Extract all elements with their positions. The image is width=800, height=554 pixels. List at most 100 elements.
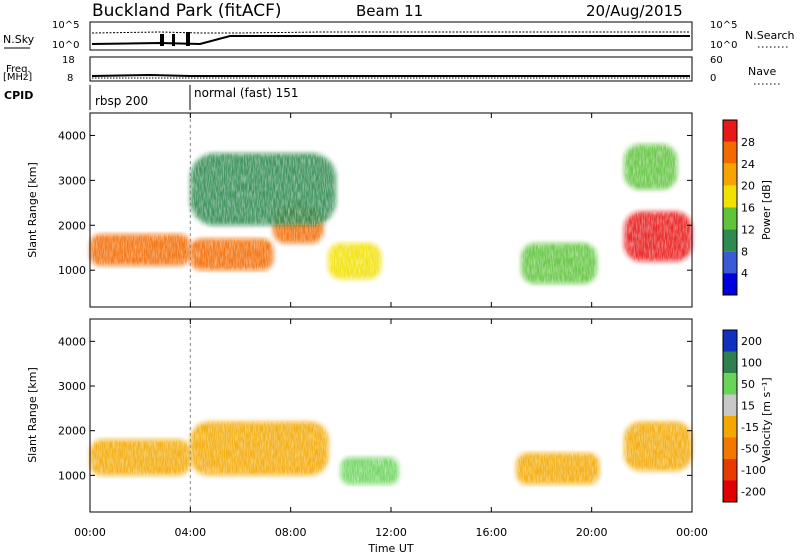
freq-tick-top: 18: [62, 55, 75, 66]
velocity-colorbar-label: Velocity [m s⁻¹]: [760, 377, 773, 462]
colorbar-tick-label: 15: [741, 399, 755, 412]
status-left-label: N.Sky: [3, 33, 35, 46]
frequency-trace: [91, 73, 690, 77]
n-sky-spike: [172, 34, 175, 46]
echo-region-texture: [90, 234, 191, 266]
x-tick-label: 00:00: [676, 526, 708, 539]
echo-region-texture: [340, 457, 399, 485]
colorbar-swatch: [723, 437, 737, 459]
station-title: Buckland Park (fitACF): [92, 1, 282, 21]
freq-unit: [MHz]: [3, 72, 32, 83]
colorbar-tick-label: -200: [741, 485, 766, 498]
ground-scatter-band: [90, 295, 692, 306]
cpid-mode-1: rbsp 200: [95, 94, 148, 108]
colorbar-tick-label: 28: [741, 136, 755, 149]
colorbar-tick-label: -15: [741, 421, 759, 434]
x-tick-label: 04:00: [174, 526, 206, 539]
status-right-tick-top: 10^5: [710, 20, 737, 31]
n-sky-spike: [160, 34, 164, 46]
status-left-tick-bottom: 10^0: [52, 40, 79, 51]
freq-tick-bottom: 8: [67, 73, 73, 84]
beam-label: Beam 11: [356, 2, 423, 20]
echo-region-texture: [516, 453, 600, 485]
colorbar-swatch: [723, 480, 737, 502]
velocity-ylabel: Slant Range [km]: [26, 367, 39, 463]
colorbar-swatch: [723, 141, 737, 164]
status-right-label: N.Search: [745, 29, 795, 42]
y-tick-label: 2000: [58, 425, 86, 438]
colorbar-swatch: [723, 120, 737, 142]
power-y-axis: 1000 2000 3000 4000: [58, 129, 692, 277]
status-right-tick-bottom: 10^0: [710, 40, 737, 51]
echo-region-texture: [624, 211, 692, 262]
y-tick-label: 3000: [58, 380, 86, 393]
power-panel: Slant Range [km] 1000 2000 3000 4000: [26, 112, 693, 308]
colorbar-tick-label: 200: [741, 335, 762, 348]
x-axis-label: Time UT: [367, 542, 413, 554]
freq-label: Freq.: [6, 64, 31, 75]
colorbar-swatch: [723, 459, 737, 481]
n-sky-trace: [91, 35, 690, 46]
colorbar-tick-label: 16: [741, 202, 755, 215]
y-tick-label: 4000: [58, 335, 86, 348]
y-tick-label: 2000: [58, 219, 86, 232]
colorbar-swatch: [723, 373, 737, 395]
x-tick-label: 00:00: [74, 526, 106, 539]
colorbar-tick-label: 100: [741, 356, 762, 369]
power-ylabel: Slant Range [km]: [26, 162, 39, 258]
nave-tick-top: 60: [710, 55, 723, 66]
colorbar-tick-label: 12: [741, 223, 755, 236]
echo-region-texture: [190, 421, 329, 476]
colorbar-swatch: [723, 351, 737, 373]
colorbar-frame: [722, 119, 738, 296]
echo-region-texture: [624, 144, 677, 190]
y-tick-label: 1000: [58, 469, 86, 482]
echo-region-texture: [624, 421, 692, 471]
colorbar-tick-label: 8: [741, 245, 748, 258]
colorbar-swatch: [723, 229, 737, 252]
colorbar-swatch: [723, 251, 737, 274]
echo-region-texture: [190, 238, 274, 271]
y-tick-label: 4000: [58, 129, 86, 142]
colorbar-swatch: [723, 207, 737, 230]
x-tick-label: 08:00: [275, 526, 307, 539]
colorbar-swatch: [723, 394, 737, 416]
y-tick-label: 3000: [58, 174, 86, 187]
colorbar-tick-label: 20: [741, 180, 755, 193]
velocity-plot-area: [90, 319, 692, 512]
cpid-mode-2: normal (fast) 151: [194, 86, 298, 100]
velocity-colorbar: 200 100 50 15 -15 -50 -100 -200: [722, 329, 766, 503]
y-tick-label: 1000: [58, 264, 86, 277]
n-sky-spike: [186, 32, 190, 46]
power-colorbar-label: Power [dB]: [760, 180, 773, 240]
colorbar-swatch: [723, 416, 737, 438]
velocity-panel: Slant Range [km] 1000 2000 3000 4000 00:00 0…: [26, 113, 708, 554]
status-left-tick-top: 10^5: [52, 20, 79, 31]
ground-scatter-band: [90, 500, 692, 511]
status-panel: N.Sky 10^5 10^0 10^5 10^0 N.Search: [3, 20, 795, 51]
colorbar-tick-label: -100: [741, 464, 766, 477]
power-plot-area: [90, 113, 692, 307]
time-axis: 00:00 04:00 08:00 12:00 16:00 20:00 00:00: [74, 113, 708, 539]
colorbar-swatch: [723, 273, 737, 295]
cpid-label: CPID: [4, 89, 33, 102]
colorbar-frame: [722, 329, 738, 503]
colorbar-swatch: [723, 163, 737, 186]
colorbar-swatch: [723, 330, 737, 352]
colorbar-tick-label: 4: [741, 267, 748, 280]
echo-region-texture: [190, 153, 336, 226]
n-search-trace: [91, 31, 690, 34]
nave-label: Nave: [748, 65, 776, 78]
date-label: 20/Aug/2015: [586, 2, 683, 20]
velocity-y-axis: 1000 2000 3000 4000: [58, 335, 692, 482]
power-colorbar: 4 8 12 16 20 24 28: [722, 119, 755, 296]
colorbar-swatch: [723, 185, 737, 208]
x-tick-label: 20:00: [576, 526, 608, 539]
colorbar-tick-label: -50: [741, 442, 759, 455]
nave-tick-bottom: 0: [710, 73, 716, 84]
x-tick-label: 16:00: [475, 526, 507, 539]
echo-region-texture: [521, 243, 597, 284]
cpid-panel: CPID rbsp 200 normal (fast) 151: [4, 85, 298, 110]
echo-region-texture: [328, 243, 381, 280]
